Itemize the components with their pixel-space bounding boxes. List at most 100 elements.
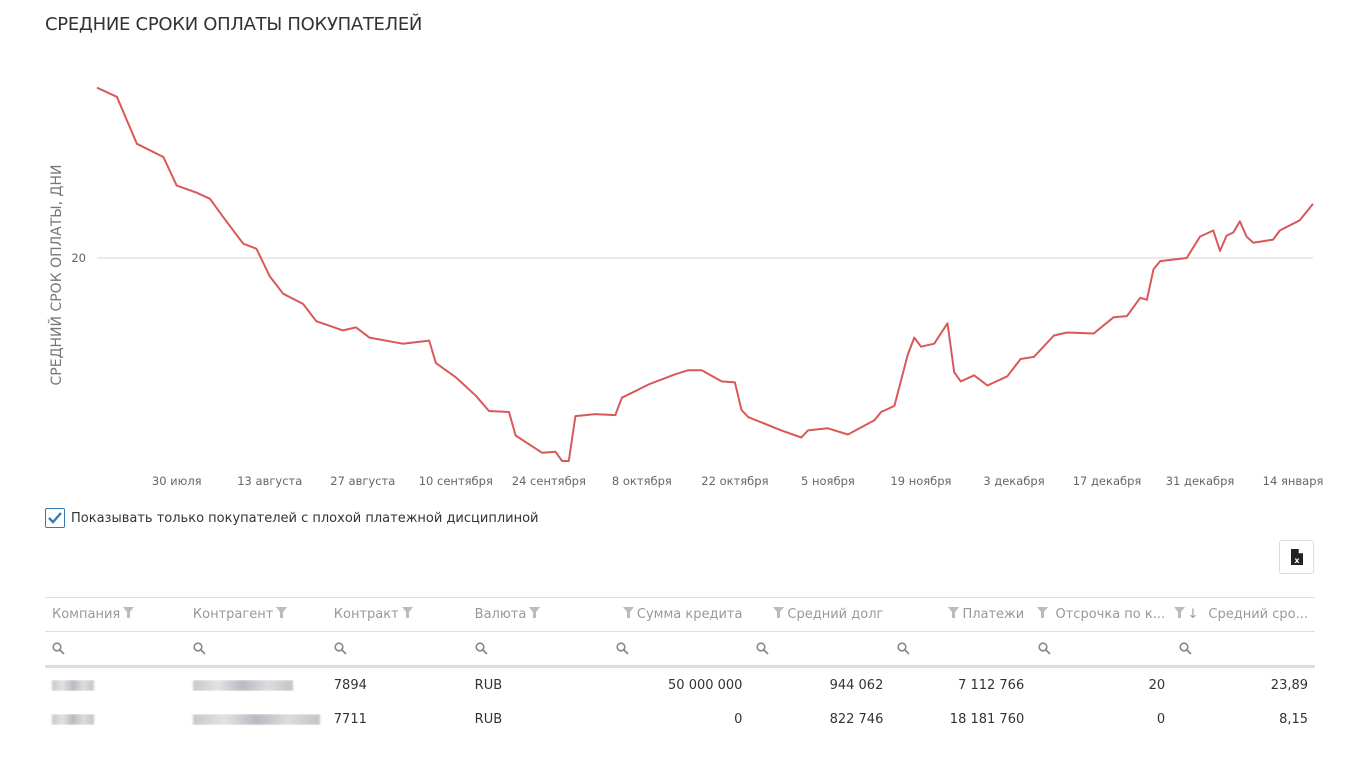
data-point[interactable] [400,341,406,347]
data-point[interactable] [1091,330,1097,336]
column-header-company[interactable]: Компания [45,607,186,622]
data-point[interactable] [592,411,598,417]
bad-discipline-filter[interactable]: Показывать только покупателей с плохой п… [45,508,538,528]
data-point[interactable] [1297,217,1303,223]
data-point[interactable] [1210,227,1216,233]
column-header-average-term[interactable]: ↓ Средний сро... [1172,607,1315,622]
column-header-average-debt[interactable]: Средний долг [749,607,890,622]
data-point[interactable] [971,372,977,378]
column-header-counterparty[interactable]: Контрагент [186,607,327,622]
data-point[interactable] [160,154,166,160]
data-point[interactable] [1184,255,1190,261]
data-point[interactable] [1250,240,1256,246]
data-point[interactable] [719,378,725,384]
data-point[interactable] [552,449,558,455]
data-point[interactable] [513,432,519,438]
data-point[interactable] [426,338,432,344]
column-search-input[interactable] [1172,642,1315,655]
data-point[interactable] [1237,218,1243,224]
data-point[interactable] [1244,234,1250,240]
data-point[interactable] [958,378,964,384]
column-search-input[interactable] [468,642,609,655]
data-point[interactable] [539,450,545,456]
data-point[interactable] [878,409,884,415]
data-point[interactable] [1151,266,1157,272]
data-point[interactable] [778,427,784,433]
filter-icon[interactable] [948,607,960,622]
filter-icon[interactable] [401,607,413,622]
data-point[interactable] [559,458,565,464]
data-point[interactable] [911,335,917,341]
data-point[interactable] [1004,373,1010,379]
data-point[interactable] [984,383,990,389]
filter-icon[interactable] [276,607,288,622]
column-search-input[interactable] [749,642,890,655]
column-header-contract[interactable]: Контракт [327,607,468,622]
filter-icon[interactable] [1173,607,1185,622]
checkbox[interactable] [45,508,65,528]
data-point[interactable] [313,318,319,324]
data-point[interactable] [1270,237,1276,243]
data-point[interactable] [220,214,226,220]
column-header-credit-amount[interactable]: Сумма кредита [609,607,750,622]
filter-icon[interactable] [773,607,785,622]
data-point[interactable] [1124,313,1130,319]
filter-icon[interactable] [529,607,541,622]
data-point[interactable] [871,417,877,423]
data-point[interactable] [280,291,286,297]
data-point[interactable] [240,241,246,247]
column-header-payments[interactable]: Платежи [890,607,1031,622]
data-point[interactable] [506,409,512,415]
data-point[interactable] [1031,354,1037,360]
data-point[interactable] [945,320,951,326]
data-point[interactable] [433,360,439,366]
data-point[interactable] [340,327,346,333]
data-point[interactable] [1111,314,1117,320]
table-row[interactable]: 7894 RUB 50 000 000 944 062 7 112 766 20 23,89 [45,668,1315,702]
data-point[interactable] [366,335,372,341]
data-point[interactable] [951,369,957,375]
data-point[interactable] [267,273,273,279]
data-point[interactable] [134,141,140,147]
data-point[interactable] [207,196,213,202]
data-point[interactable] [253,246,259,252]
data-point[interactable] [1310,201,1316,207]
data-point[interactable] [798,435,804,441]
data-point[interactable] [805,427,811,433]
data-point[interactable] [1230,230,1236,236]
data-point[interactable] [1197,234,1203,240]
column-search-input[interactable] [1031,642,1172,655]
column-search-input[interactable] [327,642,468,655]
data-point[interactable] [174,183,180,189]
data-point[interactable] [619,395,625,401]
data-point[interactable] [572,413,578,419]
data-point[interactable] [646,381,652,387]
data-point[interactable] [918,344,924,350]
column-search-input[interactable] [45,642,186,655]
data-point[interactable] [1224,233,1230,239]
data-point[interactable] [1277,227,1283,233]
data-point[interactable] [453,374,459,380]
data-point[interactable] [699,367,705,373]
table-row[interactable]: 7711 RUB 0 822 746 18 181 760 0 8,15 [45,702,1315,736]
data-point[interactable] [114,94,120,100]
column-header-deferral[interactable]: Отсрочка по к... [1031,607,1172,622]
data-point[interactable] [672,371,678,377]
data-point[interactable] [1051,333,1057,339]
data-point[interactable] [94,85,100,91]
data-point[interactable] [353,324,359,330]
data-point[interactable] [612,412,618,418]
data-point[interactable] [1217,248,1223,254]
data-point[interactable] [905,352,911,358]
column-search-input[interactable] [609,642,750,655]
data-point[interactable] [739,407,745,413]
data-point[interactable] [1137,295,1143,301]
data-point[interactable] [931,341,937,347]
data-point[interactable] [745,414,751,420]
data-point[interactable] [1144,297,1150,303]
data-point[interactable] [300,301,306,307]
filter-icon[interactable] [1036,607,1048,622]
data-point[interactable] [685,367,691,373]
data-point[interactable] [825,425,831,431]
data-point[interactable] [1157,258,1163,264]
